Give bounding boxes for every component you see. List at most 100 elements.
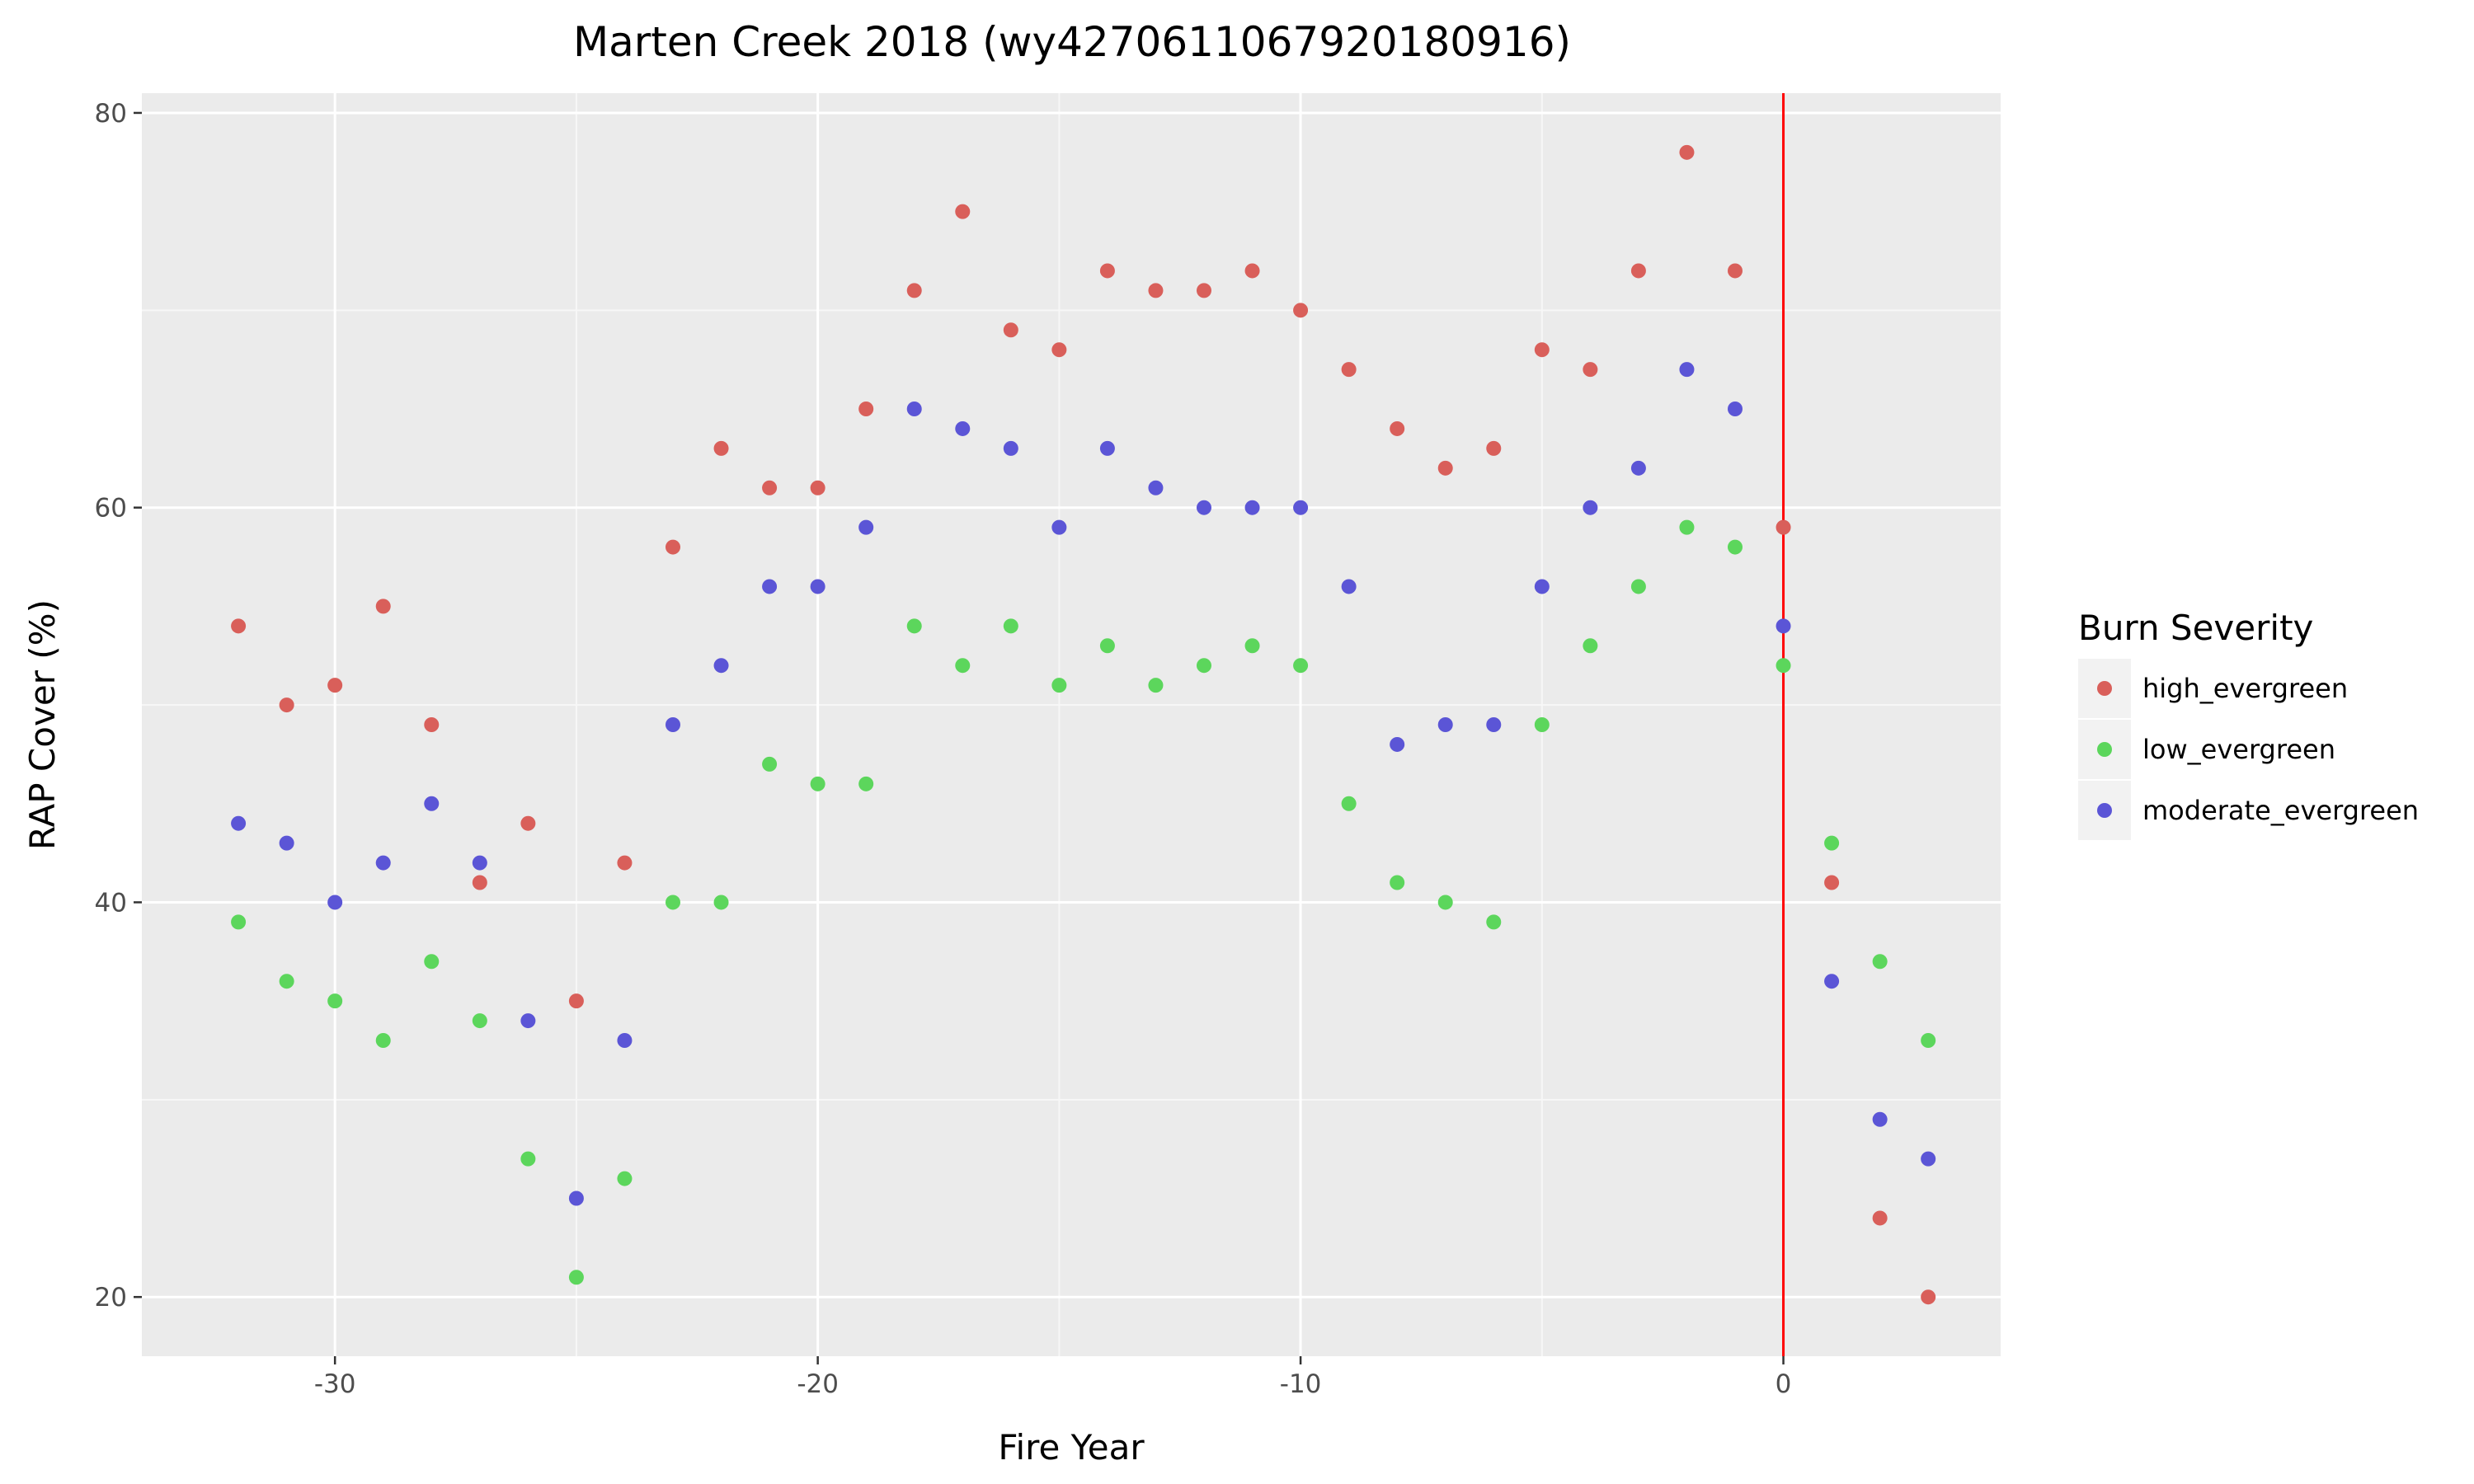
data-point-moderate_evergreen	[1099, 440, 1115, 456]
data-point-low_evergreen	[1003, 618, 1018, 634]
data-point-low_evergreen	[617, 1171, 633, 1186]
data-point-moderate_evergreen	[666, 717, 680, 732]
data-point-high_evergreen	[1872, 1210, 1888, 1226]
data-point-moderate_evergreen	[617, 1033, 633, 1048]
data-point-moderate_evergreen	[1197, 500, 1211, 515]
data-point-low_evergreen	[906, 618, 922, 634]
data-point-high_evergreen	[424, 717, 440, 732]
data-point-high_evergreen	[520, 815, 536, 831]
data-point-high_evergreen	[231, 618, 247, 634]
data-point-moderate_evergreen	[375, 855, 391, 871]
data-point-moderate_evergreen	[1534, 579, 1550, 594]
data-point-moderate_evergreen	[1148, 480, 1164, 495]
data-point-moderate_evergreen	[568, 1190, 584, 1206]
legend-label: low_evergreen	[2142, 734, 2335, 765]
y-tick-label: 40	[95, 888, 127, 918]
data-point-moderate_evergreen	[1728, 402, 1743, 416]
data-point-high_evergreen	[762, 480, 778, 495]
data-point-moderate_evergreen	[713, 658, 729, 674]
data-point-high_evergreen	[1437, 460, 1453, 476]
data-point-moderate_evergreen	[955, 420, 971, 436]
data-point-moderate_evergreen	[810, 579, 825, 594]
data-point-low_evergreen	[1341, 796, 1357, 811]
data-point-moderate_evergreen	[1003, 440, 1018, 456]
data-point-high_evergreen	[955, 204, 971, 219]
data-point-low_evergreen	[1099, 638, 1115, 654]
data-point-moderate_evergreen	[472, 855, 487, 871]
data-point-low_evergreen	[1824, 835, 1840, 851]
data-point-low_evergreen	[1534, 717, 1550, 732]
data-point-moderate_evergreen	[520, 1013, 536, 1029]
data-point-moderate_evergreen	[1824, 974, 1840, 989]
legend-key-point	[2097, 742, 2112, 757]
legend-key-point	[2097, 681, 2112, 696]
x-tick-label: -20	[797, 1369, 839, 1399]
data-point-high_evergreen	[1197, 283, 1211, 298]
data-point-high_evergreen	[1244, 263, 1260, 279]
y-tick-label: 80	[95, 99, 127, 129]
data-point-low_evergreen	[520, 1151, 536, 1167]
data-point-high_evergreen	[1583, 362, 1598, 378]
data-point-low_evergreen	[1437, 895, 1453, 910]
data-point-low_evergreen	[1583, 638, 1598, 654]
y-tick-label: 20	[95, 1283, 127, 1313]
data-point-moderate_evergreen	[1341, 579, 1357, 594]
y-tick-label: 60	[95, 494, 127, 524]
data-point-low_evergreen	[1390, 875, 1405, 890]
data-point-high_evergreen	[1534, 342, 1550, 358]
data-point-high_evergreen	[858, 402, 874, 416]
legend-key-point	[2097, 803, 2112, 818]
data-point-high_evergreen	[1293, 303, 1309, 318]
data-point-moderate_evergreen	[1630, 460, 1646, 476]
x-tick-label: 0	[1776, 1369, 1792, 1399]
data-point-low_evergreen	[472, 1013, 487, 1029]
data-point-moderate_evergreen	[231, 815, 247, 831]
x-tick-label: -10	[1280, 1369, 1322, 1399]
legend-label: moderate_evergreen	[2142, 795, 2419, 826]
data-point-low_evergreen	[1728, 539, 1743, 555]
data-point-moderate_evergreen	[858, 519, 874, 535]
data-point-high_evergreen	[1679, 144, 1695, 160]
data-point-low_evergreen	[858, 776, 874, 791]
data-point-moderate_evergreen	[1583, 500, 1598, 515]
data-point-low_evergreen	[762, 756, 778, 772]
data-point-low_evergreen	[1679, 519, 1695, 535]
data-point-high_evergreen	[1390, 420, 1405, 436]
data-point-moderate_evergreen	[1872, 1111, 1888, 1127]
data-point-high_evergreen	[1341, 362, 1357, 378]
data-point-moderate_evergreen	[1486, 717, 1502, 732]
legend-item-high_evergreen: high_evergreen	[2078, 659, 2348, 718]
data-point-moderate_evergreen	[1437, 717, 1453, 732]
data-point-low_evergreen	[713, 895, 729, 910]
data-point-low_evergreen	[1872, 954, 1888, 970]
data-point-high_evergreen	[617, 855, 633, 871]
data-points	[231, 144, 1936, 1305]
data-point-low_evergreen	[375, 1033, 391, 1048]
data-point-high_evergreen	[1486, 440, 1502, 456]
data-point-high_evergreen	[1921, 1289, 1936, 1305]
data-point-moderate_evergreen	[1679, 362, 1695, 378]
data-point-high_evergreen	[666, 539, 680, 555]
series-low_evergreen	[231, 519, 1936, 1285]
legend: Burn Severity high_evergreen low_evergree…	[2078, 608, 2419, 840]
data-point-low_evergreen	[810, 776, 825, 791]
data-point-high_evergreen	[1776, 519, 1791, 535]
legend-label: high_evergreen	[2142, 673, 2348, 704]
data-point-low_evergreen	[1051, 678, 1067, 693]
data-point-high_evergreen	[1099, 263, 1115, 279]
data-point-high_evergreen	[1148, 283, 1164, 298]
data-point-moderate_evergreen	[762, 579, 778, 594]
data-point-moderate_evergreen	[327, 895, 343, 910]
x-axis-ticks: -30 -20 -10 0	[314, 1356, 1792, 1399]
legend-items: high_evergreen low_evergreen moderate_ever…	[2078, 659, 2419, 840]
data-point-high_evergreen	[1003, 322, 1018, 338]
x-tick-label: -30	[314, 1369, 356, 1399]
data-point-high_evergreen	[713, 440, 729, 456]
data-point-moderate_evergreen	[424, 796, 440, 811]
series-high_evergreen	[231, 144, 1936, 1305]
data-point-low_evergreen	[327, 993, 343, 1009]
legend-item-low_evergreen: low_evergreen	[2078, 720, 2335, 779]
legend-item-moderate_evergreen: moderate_evergreen	[2078, 781, 2419, 840]
y-axis-ticks: 20 40 60 80	[95, 99, 142, 1313]
